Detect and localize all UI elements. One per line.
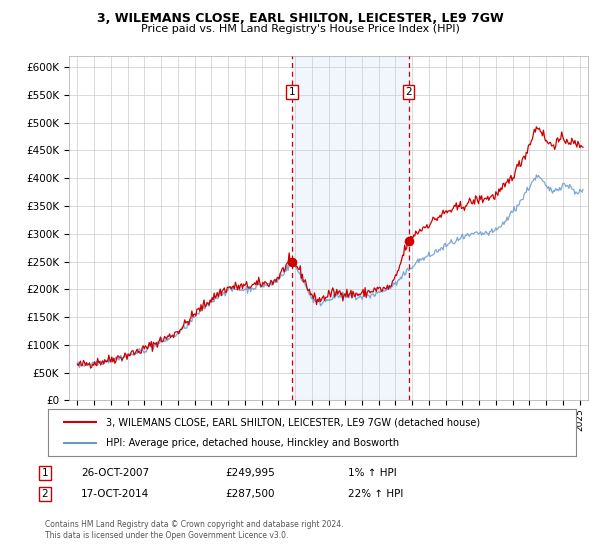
Bar [292,56,409,400]
Text: £249,995: £249,995 [225,468,275,478]
Text: 1% ↑ HPI: 1% ↑ HPI [348,468,397,478]
Point [404,236,413,245]
Text: 3, WILEMANS CLOSE, EARL SHILTON, LEICESTER, LE9 7GW: 3, WILEMANS CLOSE, EARL SHILTON, LEICEST… [97,12,503,25]
Text: 22% ↑ HPI: 22% ↑ HPI [348,489,403,499]
Text: 17-OCT-2014: 17-OCT-2014 [81,489,149,499]
Text: 1: 1 [289,87,295,97]
Text: Contains HM Land Registry data © Crown copyright and database right 2024.
This d: Contains HM Land Registry data © Crown c… [45,520,343,540]
Text: 3, WILEMANS CLOSE, EARL SHILTON, LEICESTER, LE9 7GW (detached house): 3, WILEMANS CLOSE, EARL SHILTON, LEICEST… [106,417,480,427]
Text: Price paid vs. HM Land Registry's House Price Index (HPI): Price paid vs. HM Land Registry's House … [140,24,460,34]
Text: 2: 2 [41,489,49,499]
Point [287,257,297,266]
Text: 26-OCT-2007: 26-OCT-2007 [81,468,149,478]
Text: 2: 2 [406,87,412,97]
Text: 1: 1 [41,468,49,478]
Text: HPI: Average price, detached house, Hinckley and Bosworth: HPI: Average price, detached house, Hinc… [106,438,399,448]
Text: £287,500: £287,500 [225,489,275,499]
